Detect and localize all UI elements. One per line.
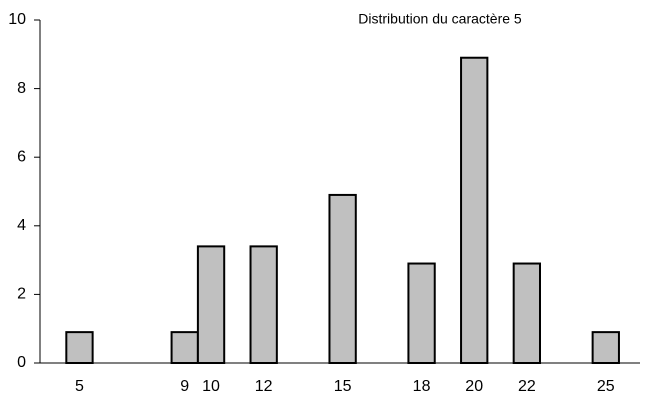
y-tick-label: 2: [17, 286, 26, 303]
x-tick-label: 25: [597, 378, 615, 395]
bar: [170, 331, 199, 365]
y-tick-label: 4: [17, 217, 26, 234]
x-tick-label: 10: [202, 378, 220, 395]
x-tick-label: 15: [334, 378, 352, 395]
x-tick-label: 5: [75, 378, 84, 395]
x-tick-label: 22: [518, 378, 536, 395]
x-tick-label: 20: [465, 378, 483, 395]
bar: [407, 262, 436, 364]
y-tick-label: 10: [8, 11, 26, 28]
bar: [328, 193, 357, 364]
x-tick-label: 9: [180, 378, 189, 395]
bar: [196, 245, 226, 365]
bar: [65, 331, 94, 365]
chart-title: Distribution du caractère 5: [358, 11, 522, 27]
y-tick-label: 0: [17, 354, 26, 371]
bar: [591, 331, 620, 365]
x-tick-label: 12: [255, 378, 273, 395]
y-tick-label: 6: [17, 148, 26, 165]
x-tick-label: 18: [413, 378, 431, 395]
bar: [249, 245, 278, 365]
bar: [460, 56, 489, 364]
bar: [512, 262, 541, 364]
y-tick-label: 8: [17, 80, 26, 97]
